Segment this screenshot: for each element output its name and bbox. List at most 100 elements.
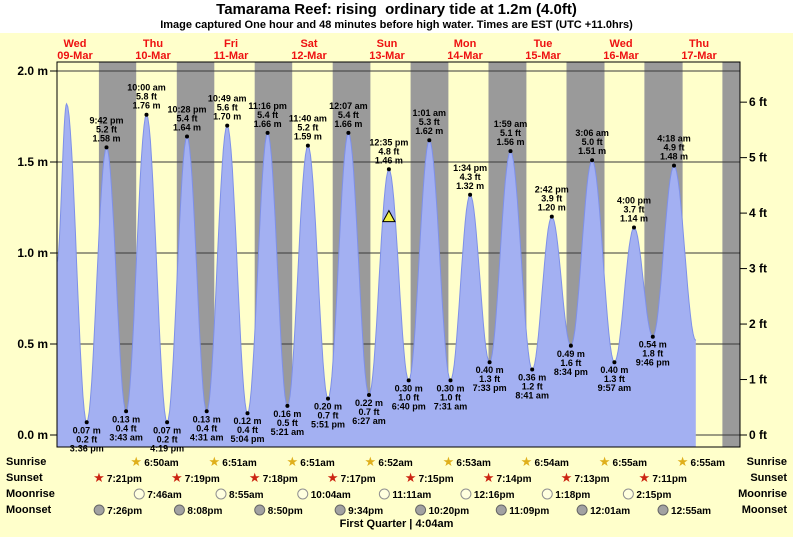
sunrise-icon: ★ (130, 454, 142, 469)
tide-point-dot (508, 149, 513, 154)
day-label-weekday: Thu (689, 38, 709, 50)
moonset-time: 9:34pm (348, 506, 383, 517)
moonset-time: 10:20pm (429, 506, 470, 517)
high-tide-label: 11:16 pm (248, 101, 287, 111)
moonset-time: 12:55am (671, 506, 711, 517)
high-tide-label: 9:42 pm (89, 115, 123, 125)
left-axis-label: 0.5 m (17, 337, 48, 351)
moonrise-icon (378, 488, 390, 500)
sunset-time: 7:21pm (107, 474, 142, 485)
left-axis-label: 1.0 m (17, 246, 48, 260)
high-tide-label: 5.3 ft (419, 117, 440, 127)
low-tide-label: 0.30 m (436, 383, 464, 393)
low-tide-label: 0.49 m (557, 349, 585, 359)
sunrise-time: 6:51am (222, 458, 257, 469)
low-tide-label: 0.5 ft (277, 418, 298, 428)
low-tide-label: 4:31 am (190, 432, 224, 442)
low-tide-label: 0.07 m (73, 425, 101, 435)
low-tide-label: 0.7 ft (358, 407, 379, 417)
high-tide-label: 5.8 ft (136, 92, 157, 102)
tide-point-dot (265, 130, 270, 135)
current-tide-marker (382, 209, 396, 223)
high-tide-label: 5.0 ft (582, 137, 603, 147)
moonset-icon (334, 504, 346, 516)
day-label-date: 09-Mar (57, 50, 93, 62)
sunrise-time: 6:50am (144, 458, 179, 469)
low-tide-label: 6:40 pm (392, 401, 426, 411)
low-tide-label: 0.2 ft (76, 434, 97, 444)
high-tide-label: 5.2 ft (297, 123, 318, 133)
high-tide-label: 3:06 am (575, 128, 609, 138)
header-strip (0, 0, 793, 33)
high-tide-label: 5.6 ft (217, 103, 238, 113)
tide-point-dot (568, 343, 573, 348)
moonset-icon (495, 504, 507, 516)
day-label-weekday: Sun (377, 38, 398, 50)
sunset-icon: ★ (405, 470, 417, 485)
tide-point-dot (285, 403, 290, 408)
tide-point-dot (448, 378, 453, 383)
day-label-weekday: Mon (454, 38, 477, 50)
high-tide-label: 1.48 m (660, 152, 688, 162)
low-tide-label: 0.20 m (314, 402, 342, 412)
low-tide-label: 1.2 ft (522, 382, 543, 392)
low-tide-label: 9:57 am (598, 383, 632, 393)
high-tide-label: 3.7 ft (623, 205, 644, 215)
tide-point-dot (84, 420, 89, 425)
day-label-weekday: Thu (143, 38, 163, 50)
high-tide-label: 5.4 ft (176, 114, 197, 124)
moonrise-icon (297, 488, 309, 500)
tide-point-dot (124, 409, 129, 414)
sunrise-icon: ★ (286, 454, 298, 469)
right-axis-label: 0 ft (749, 428, 767, 442)
high-tide-label: 1.20 m (538, 203, 566, 213)
moon-phase-note: First Quarter | 4:04am (339, 518, 454, 530)
day-label-weekday: Wed (610, 38, 633, 50)
sunrise-icon: ★ (208, 454, 220, 469)
low-tide-label: 0.7 ft (317, 411, 338, 421)
low-tide-label: 0.4 ft (196, 423, 217, 433)
high-tide-label: 1:01 am (413, 108, 447, 118)
high-tide-label: 10:00 am (127, 83, 166, 93)
tide-point-dot (386, 167, 391, 172)
chart-title: Tamarama Reef: rising ordinary tide at 1… (216, 1, 577, 18)
high-tide-label: 5.1 ft (500, 128, 521, 138)
high-tide-label: 11:40 am (289, 114, 327, 124)
right-axis-label: 2 ft (749, 317, 767, 331)
low-tide-label: 0.2 ft (157, 434, 178, 444)
low-tide-label: 8:34 pm (554, 367, 588, 377)
moonrise-time: 8:55am (229, 490, 264, 501)
low-tide-label: 5:04 pm (230, 434, 264, 444)
tide-point-dot (165, 420, 170, 425)
low-tide-label: 0.07 m (153, 425, 181, 435)
low-tide-label: 0.4 ft (116, 423, 137, 433)
low-tide-label: 1.0 ft (440, 392, 461, 402)
moonrise-time: 2:15pm (636, 490, 671, 501)
high-tide-label: 1.51 m (578, 146, 606, 156)
low-tide-label: 0.54 m (639, 340, 667, 350)
low-tide-label: 1.6 ft (560, 358, 581, 368)
high-tide-label: 12:07 am (329, 101, 368, 111)
sunrise-time: 6:54am (534, 458, 569, 469)
sunrise-icon: ★ (677, 454, 689, 469)
tide-area (57, 103, 696, 448)
day-label-weekday: Sat (300, 38, 317, 50)
right-axis-label: 4 ft (749, 206, 767, 220)
tide-point-dot (104, 145, 109, 150)
moonset-time: 8:50pm (268, 506, 303, 517)
sunrise-icon: ★ (599, 454, 611, 469)
tide-point-dot (204, 409, 209, 414)
high-tide-label: 1.58 m (92, 133, 120, 143)
tide-point-dot (305, 143, 310, 148)
low-tide-label: 0.30 m (395, 383, 423, 393)
low-tide-label: 8:41 am (515, 391, 549, 401)
moonset-time: 7:26pm (107, 506, 142, 517)
high-tide-label: 4:00 pm (617, 196, 651, 206)
sunset-time: 7:14pm (497, 474, 532, 485)
high-tide-label: 4.3 ft (460, 172, 481, 182)
moonset-icon (415, 504, 427, 516)
high-tide-label: 1.76 m (132, 101, 160, 111)
day-label-date: 13-Mar (369, 50, 405, 62)
